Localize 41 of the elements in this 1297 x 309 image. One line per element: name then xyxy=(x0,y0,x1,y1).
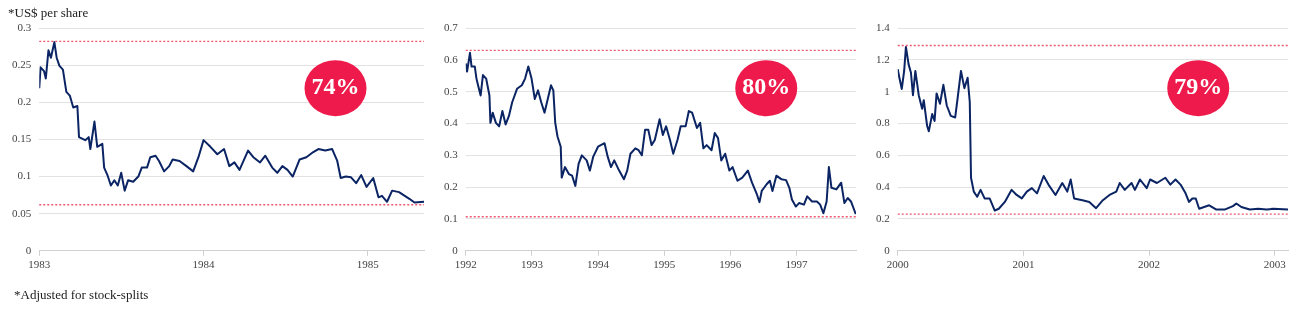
y-tick-label: 0 xyxy=(25,243,32,256)
text: *Adjusted for stock-splits xyxy=(14,287,149,303)
x-tick-label: 1995 xyxy=(653,258,676,271)
x-tick-label: 1996 xyxy=(719,258,742,271)
x-tick-label: 1984 xyxy=(192,258,216,271)
x-tick-label: 1994 xyxy=(587,258,610,271)
annotation: 79% xyxy=(1174,73,1223,100)
annotation: 80% xyxy=(742,73,791,100)
y-axis-title: *US$ per share xyxy=(8,5,89,21)
y-tick-label: 0.4 xyxy=(876,180,891,193)
y-tick-label: 0.8 xyxy=(876,116,891,129)
y-tick-label: 0.2 xyxy=(876,211,890,224)
y-tick-label: 0.05 xyxy=(12,206,32,219)
y-tick-label: 0.3 xyxy=(444,148,459,161)
y-tick-label: 0.2 xyxy=(444,180,458,193)
y-tick-label: 0.6 xyxy=(876,148,891,161)
y-tick-label: 0.6 xyxy=(444,52,459,65)
y-tick-label: 0.7 xyxy=(444,20,459,33)
y-tick-label: 0.15 xyxy=(12,132,32,145)
y-tick-label: 0.3 xyxy=(17,20,32,33)
x-tick-label: 1985 xyxy=(356,258,380,271)
y-tick-label: 0.2 xyxy=(17,95,32,108)
y-tick-label: 0.4 xyxy=(444,116,459,129)
y-tick-label: 0 xyxy=(884,243,891,256)
x-tick-label: 2003 xyxy=(1263,258,1287,271)
y-tick-label: 1.4 xyxy=(876,20,891,33)
y-tick-label: 0 xyxy=(452,243,459,256)
x-tick-label: 1993 xyxy=(520,258,544,271)
y-tick-label: 1 xyxy=(884,84,890,97)
x-tick-label: 2001 xyxy=(1012,258,1035,271)
y-tick-label: 0.1 xyxy=(444,211,458,224)
y-tick-label: 0.25 xyxy=(12,58,32,71)
annotation: 74% xyxy=(311,73,360,100)
x-tick-label: 2000 xyxy=(886,258,910,271)
y-tick-label: 0.1 xyxy=(17,169,32,182)
x-tick-label: 1983 xyxy=(28,258,51,271)
x-tick-label: 1997 xyxy=(785,258,808,271)
x-tick-label: 2002 xyxy=(1138,258,1161,271)
x-tick-label: 1992 xyxy=(454,258,477,271)
y-tick-label: 1.2 xyxy=(876,52,890,65)
y-tick-label: 0.5 xyxy=(444,84,459,97)
